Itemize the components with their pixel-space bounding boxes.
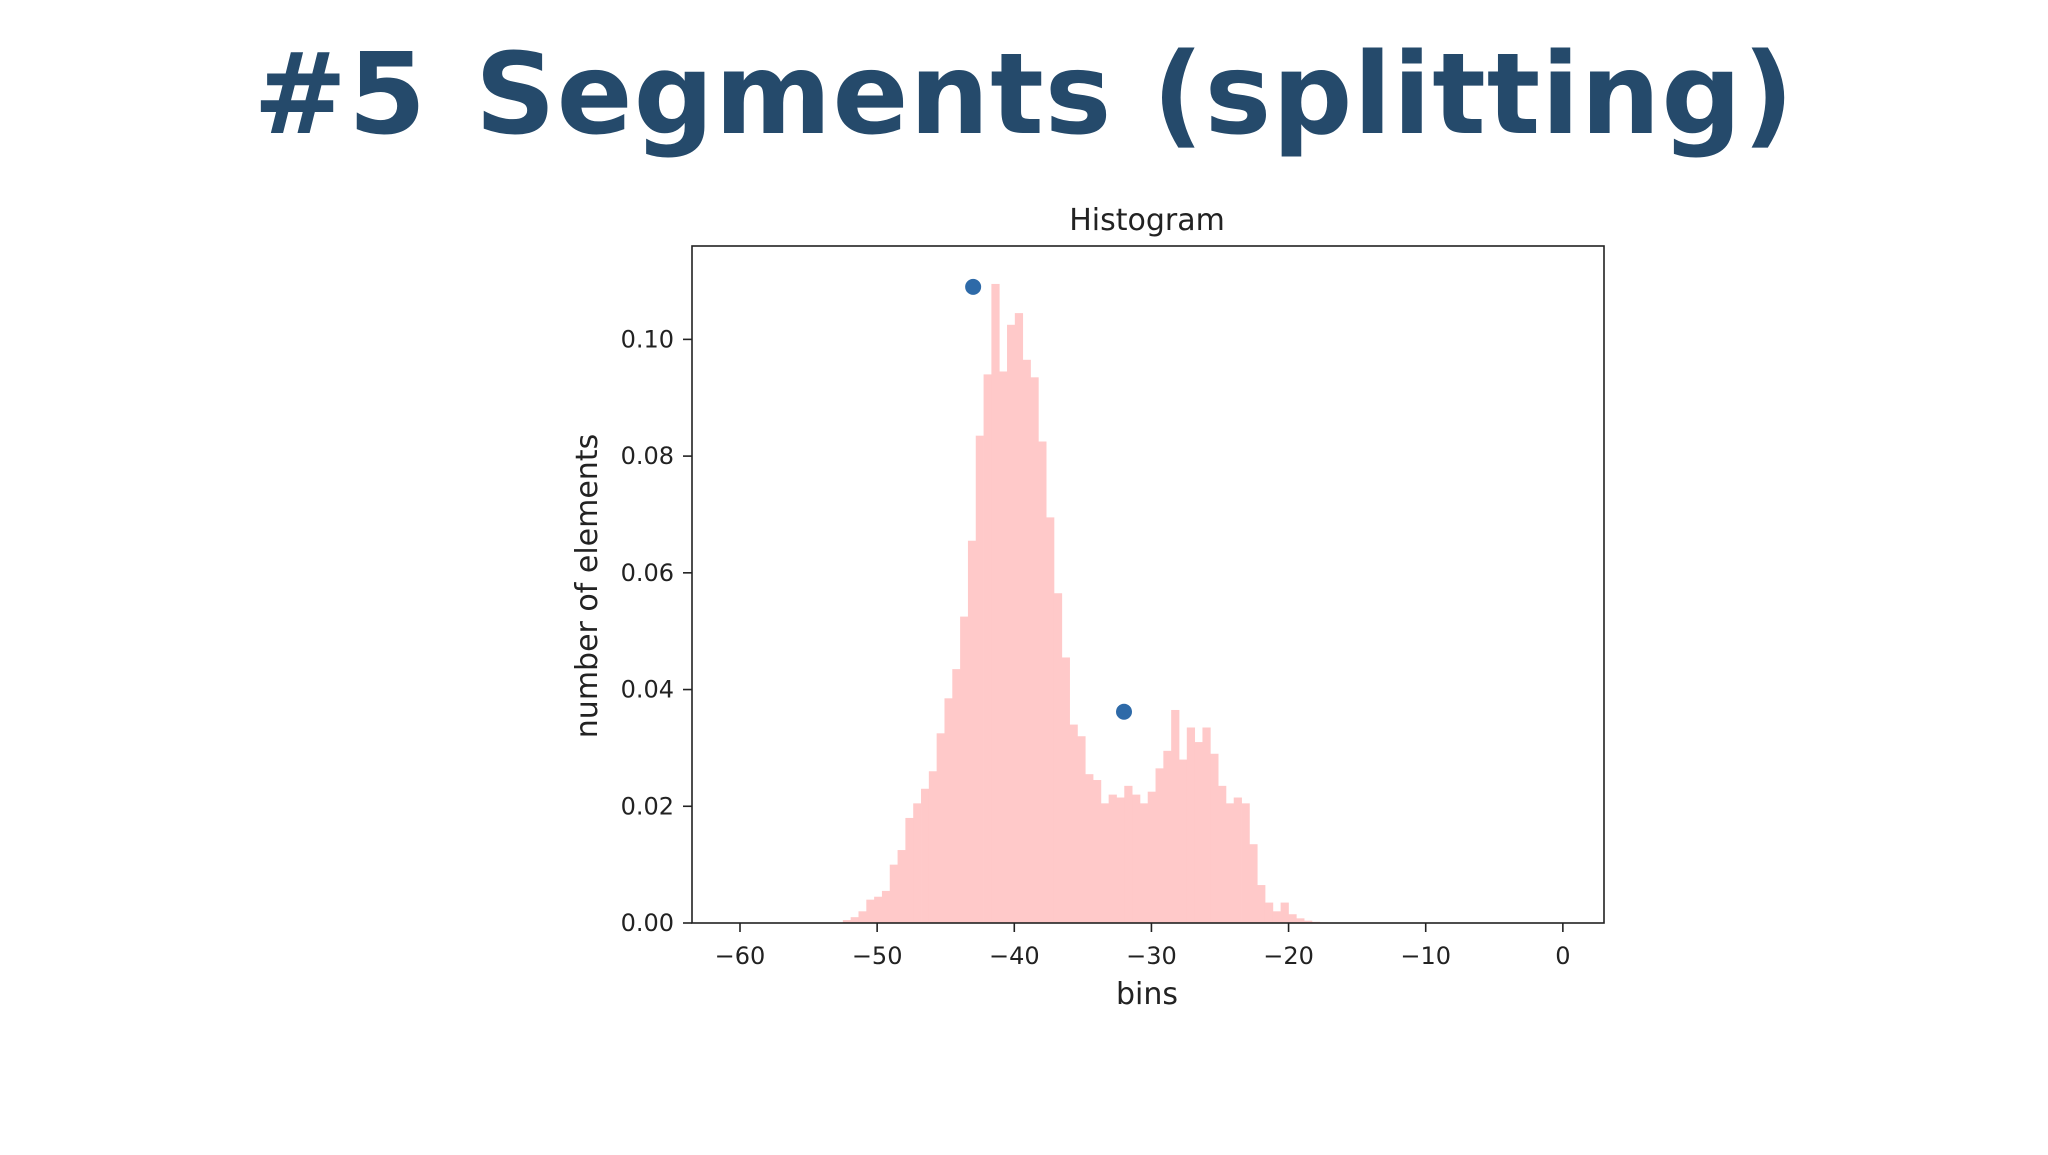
histogram-bar	[1147, 791, 1156, 923]
histogram-bar	[1014, 313, 1024, 923]
slide-title: #5 Segments (splitting)	[0, 30, 2048, 160]
histogram-bar	[1178, 759, 1188, 923]
histogram-bar	[1296, 918, 1305, 923]
histogram-bar	[1249, 844, 1258, 923]
x-axis-label: bins	[1116, 977, 1178, 1012]
histogram-bar	[1007, 324, 1016, 923]
histogram-bar	[967, 540, 977, 923]
x-tick-label: −30	[1126, 942, 1177, 970]
histogram-bar	[905, 817, 914, 923]
histogram-bar	[1093, 780, 1102, 923]
x-tick-label: −60	[715, 942, 766, 970]
histogram-bar	[1272, 911, 1282, 923]
histogram-bar	[1100, 803, 1110, 923]
histogram-bar	[1304, 920, 1313, 923]
histogram-bar	[1030, 377, 1039, 923]
histogram-bar	[850, 917, 859, 923]
x-tick-label: −50	[852, 942, 903, 970]
histogram-bar	[1202, 727, 1211, 923]
y-axis-ticks: 0.00 0.02 0.04 0.06 0.08 0.10	[621, 325, 692, 937]
y-tick-label: 0.02	[621, 792, 674, 820]
histogram-bar	[1233, 797, 1242, 923]
histogram-bar	[889, 864, 898, 923]
histogram-bar	[1053, 593, 1063, 923]
y-axis-label: number of elements	[570, 434, 605, 738]
histogram-bar	[921, 788, 930, 923]
histogram-bar	[1139, 803, 1149, 923]
histogram-bar	[1155, 768, 1164, 923]
histogram-bar	[1069, 724, 1078, 923]
histogram-bar	[928, 771, 938, 923]
histogram-bar	[1218, 785, 1227, 923]
x-tick-label: −10	[1400, 942, 1451, 970]
x-tick-label: −40	[989, 942, 1040, 970]
y-tick-label: 0.00	[621, 909, 674, 937]
histogram-bar	[952, 669, 961, 923]
histogram-bar	[913, 803, 922, 923]
slide-number: #5	[253, 30, 427, 160]
histogram-bar	[936, 733, 945, 923]
histogram-bar	[1061, 657, 1070, 923]
histogram-bar	[991, 283, 1000, 924]
histogram-bar	[1124, 785, 1133, 923]
peak-marker	[1116, 703, 1132, 720]
histogram-bar	[1171, 709, 1180, 923]
histogram-bar	[866, 899, 875, 923]
histogram-bar	[1194, 742, 1203, 923]
y-tick-label: 0.10	[621, 325, 674, 353]
histogram-bar	[858, 911, 867, 923]
histogram-bar	[1038, 441, 1047, 923]
histogram-bar	[1132, 794, 1141, 923]
histogram-bar	[1241, 803, 1250, 923]
y-tick-label: 0.06	[621, 559, 674, 587]
plot-frame	[691, 245, 1605, 924]
peak-marker	[965, 278, 982, 295]
peak-markers	[965, 278, 1132, 720]
x-axis-ticks: −60 −50 −40 −30 −20 −10 0	[715, 923, 1570, 970]
histogram-bar	[897, 850, 906, 923]
histogram-bars	[842, 283, 1328, 924]
histogram-bar	[1116, 797, 1125, 923]
y-tick-label: 0.04	[621, 676, 674, 704]
histogram-bar	[1163, 750, 1172, 923]
x-tick-label: 0	[1555, 942, 1570, 970]
histogram-bar	[1022, 359, 1031, 923]
slide-heading: Segments (splitting)	[475, 30, 1795, 160]
histogram-bar	[983, 374, 992, 923]
histogram-bar	[1046, 517, 1055, 923]
histogram-bar	[960, 616, 969, 923]
histogram-bar	[1257, 885, 1266, 923]
histogram-bar	[1108, 794, 1117, 923]
histogram-bar	[1210, 753, 1219, 923]
histogram-bar	[1264, 902, 1274, 923]
histogram-bar	[944, 698, 953, 923]
histogram-bar	[1288, 914, 1297, 923]
histogram-bar	[1085, 774, 1094, 923]
histogram-bar	[1186, 727, 1196, 923]
histogram-bar	[842, 920, 852, 923]
histogram-bar	[1077, 736, 1086, 923]
chart-title: Histogram	[1069, 203, 1225, 238]
y-tick-label: 0.08	[621, 442, 674, 470]
histogram-bar	[874, 896, 883, 923]
x-tick-label: −20	[1263, 942, 1314, 970]
histogram-bar	[999, 371, 1008, 923]
histogram-bar	[1280, 902, 1289, 923]
histogram-bar	[1225, 803, 1235, 923]
histogram-bar	[975, 435, 984, 923]
histogram-bar	[881, 890, 891, 923]
